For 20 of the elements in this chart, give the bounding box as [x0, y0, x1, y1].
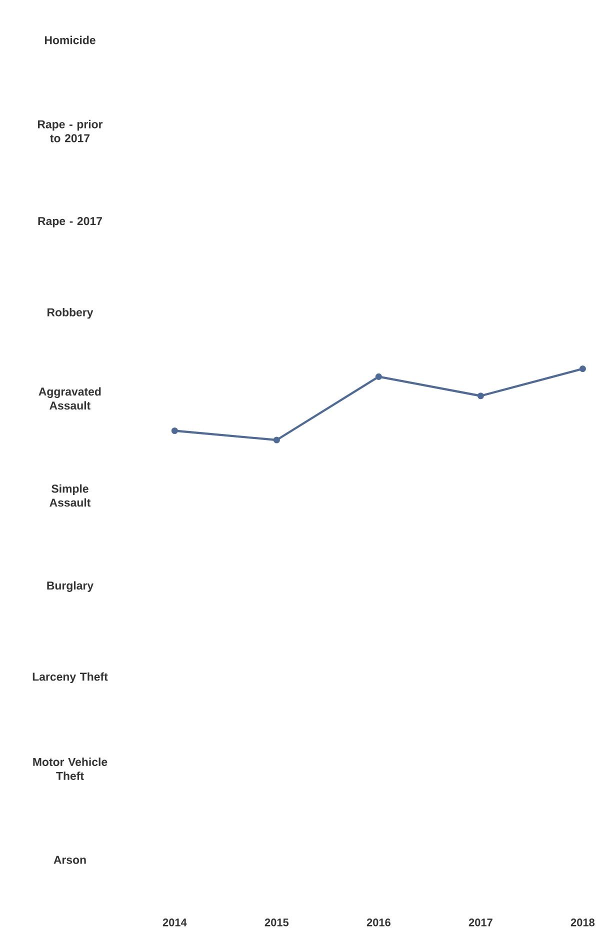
x-tick-label: 2017 — [468, 918, 492, 926]
text: Rape - 2017 — [38, 217, 102, 228]
text: Robbery — [48, 308, 94, 319]
point — [579, 366, 586, 372]
point — [273, 436, 280, 444]
point — [375, 373, 382, 380]
text: Simple Assault — [50, 484, 91, 507]
text: Rape - prior to 2017 — [38, 120, 103, 142]
text: Homicide — [44, 36, 96, 44]
text: Motor Vehicle Theft — [33, 758, 108, 780]
text: Larceny Theft — [32, 672, 108, 684]
point — [171, 427, 178, 434]
point — [477, 392, 484, 400]
x-tick-label: 2018 — [570, 918, 595, 926]
x-tick-label: 2016 — [366, 918, 390, 926]
text: Aggravated Assault — [38, 387, 101, 410]
x-tick-label: 2014 — [162, 918, 187, 926]
x-tick-label: 2015 — [264, 918, 289, 926]
text: Burglary — [47, 581, 94, 592]
text: Arson — [54, 856, 86, 864]
